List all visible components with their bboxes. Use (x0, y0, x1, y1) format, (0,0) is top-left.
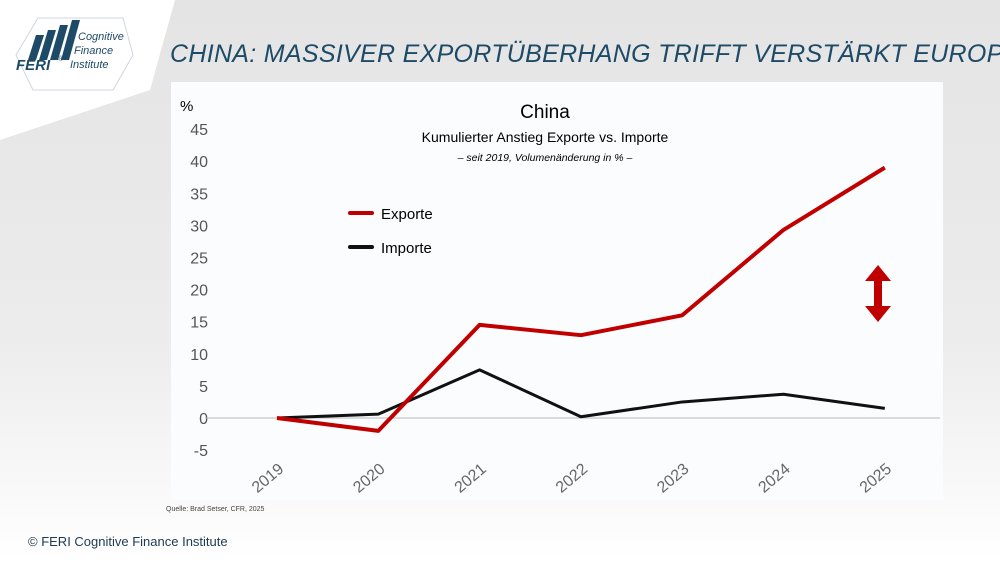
x-tick-label: 2022 (553, 461, 591, 497)
y-tick-label: 10 (190, 347, 208, 364)
y-tick-label: -5 (194, 443, 208, 460)
logo-brand: FERI (16, 57, 51, 74)
chart-title: China (520, 102, 570, 123)
logo-line1: Cognitive (78, 31, 124, 43)
y-tick-label: 40 (190, 154, 208, 171)
y-tick-label: 25 (190, 251, 208, 268)
logo-line3: Institute (70, 59, 109, 71)
y-tick-label: 35 (190, 186, 208, 203)
y-tick-label: 45 (190, 122, 208, 139)
chart-subtitle: Kumulierter Anstieg Exporte vs. Importe (422, 129, 669, 145)
y-axis-label: % (180, 98, 193, 115)
feri-logo: FERI ® Cognitive Finance Institute (8, 10, 168, 100)
x-tick-label: 2024 (756, 461, 794, 497)
x-tick-label: 2021 (452, 461, 490, 497)
source-note: Quelle: Brad Setser, CFR, 2025 (166, 506, 265, 513)
series-line-exporte (276, 165, 886, 433)
page-title: CHINA: MASSIVER EXPORTÜBERHANG TRIFFT VE… (170, 40, 1000, 68)
logo-registered: ® (58, 56, 64, 63)
series-line-importe (276, 368, 886, 420)
x-tick-label: 2023 (654, 461, 692, 497)
y-tick-label: 15 (190, 315, 208, 332)
copyright: © FERI Cognitive Finance Institute (28, 534, 228, 549)
chart-note: – seit 2019, Volumenänderung in % – (457, 152, 633, 164)
legend-label-exporte: Exporte (381, 206, 433, 223)
chart-panel (171, 82, 943, 500)
y-tick-label: 5 (199, 379, 208, 396)
y-tick-label: 30 (190, 218, 208, 235)
logo-line2: Finance (74, 45, 114, 57)
y-tick-label: 0 (199, 411, 208, 428)
legend-label-importe: Importe (381, 240, 432, 257)
x-tick-label: 2019 (249, 461, 287, 497)
x-tick-label: 2020 (350, 461, 388, 497)
double-arrow-icon (865, 265, 891, 322)
y-tick-label: 20 (190, 283, 208, 300)
x-tick-label: 2025 (857, 461, 895, 497)
